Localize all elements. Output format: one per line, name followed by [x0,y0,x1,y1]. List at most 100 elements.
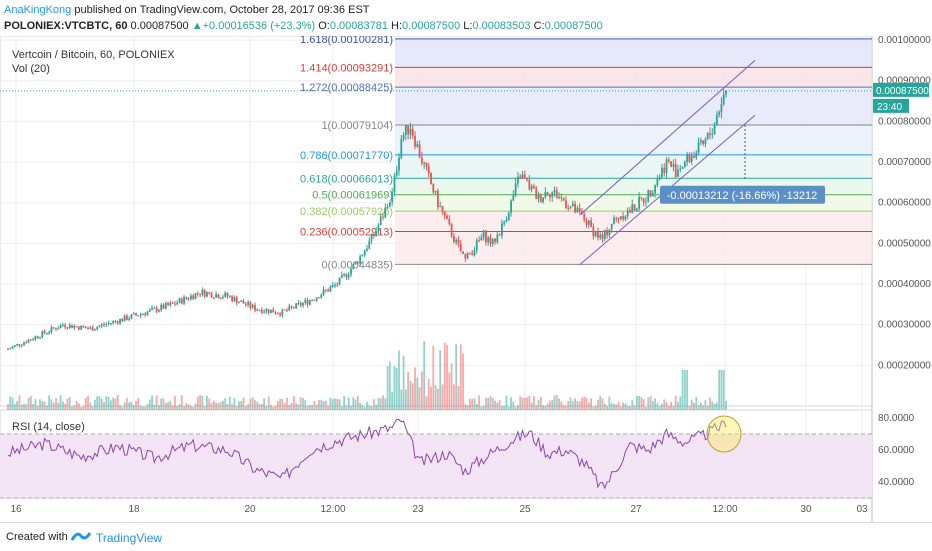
price-tick-label: 0.00030000 [878,320,931,331]
volume-bar [455,343,458,410]
volume-bar [722,370,725,410]
candle-body [75,326,78,328]
volume-bar [649,396,652,410]
volume-bar [192,406,195,410]
candle-body [633,204,636,211]
candle-body [496,234,499,243]
candle-body [404,124,407,135]
fib-zone [395,211,872,232]
candle-body [375,230,378,237]
candle-body [384,207,387,218]
price-tick-label: 0.00020000 [878,360,931,371]
volume-bar [384,398,387,410]
fib-level-label: 1(0.00079104) [321,120,393,132]
candle-body [535,188,538,199]
candle-body [450,224,453,237]
volume-bar [619,406,622,410]
volume-bar [674,395,677,410]
volume-bar [471,398,474,410]
candle-body [386,206,389,208]
volume-bar [473,398,476,410]
volume-bar [553,395,556,410]
candle-body [388,202,391,207]
candle-body [446,215,448,219]
volume-bar [50,399,53,410]
volume-bar [448,372,451,410]
fib-level-label: 1.272(0.00088425) [300,82,393,94]
candle-body [45,333,48,335]
volume-bar [254,399,256,410]
candle-body [336,284,339,286]
volume-bar [180,395,183,410]
volume-bar [324,400,327,410]
countdown-badge [873,98,909,113]
candle-body [574,203,576,213]
chart-canvas[interactable]: 1.618(0.00100281) 1.414(0.00093291) 1.272(… [0,36,932,522]
candle-body [590,220,592,227]
volume-bar [27,397,30,410]
candle-body [521,174,524,178]
volume-bar [535,404,538,410]
volume-bar [9,396,12,410]
candle-body [41,331,44,338]
volume-bar [299,397,302,410]
volume-bar [681,370,684,410]
volume-bar [539,396,542,410]
author-link[interactable]: AnaKingKong [4,4,72,16]
volume-bar [663,399,666,410]
fib-zone [395,38,872,68]
candle-body [194,293,197,299]
candle-body [699,140,702,143]
volume-bar [446,344,448,410]
candle-body [11,346,14,349]
volume-bar [393,366,396,410]
candle-body [329,287,332,292]
candle-body [391,191,394,203]
candle-body [267,309,270,313]
fib-level-label: 0.786(0.00071770) [300,150,393,162]
candle-body [286,310,288,312]
candle-body [36,336,39,338]
volume-bar [475,403,478,410]
candles [7,88,727,351]
volume-bar [238,401,240,410]
volume-bar [651,401,654,410]
volume-bar [116,395,119,410]
volume-bar [667,405,670,410]
candle-body [206,292,208,297]
measure-tool[interactable]: -0.00013212 (-16.66%) -13212 [660,125,825,204]
tradingview-brand-link[interactable]: TradingView [96,531,163,545]
candle-body [457,239,460,244]
volume-bar [704,400,707,410]
candle-body [725,90,727,95]
candle-body [153,307,156,309]
volume-bar [263,398,266,410]
volume-bar [702,405,705,410]
candle-body [585,219,588,225]
candle-body [400,138,403,158]
candle-body [672,164,675,167]
volume-bar [199,395,201,410]
candle-body [272,309,275,313]
candle-body [50,327,53,333]
candle-body [315,297,318,301]
volume-bar [565,405,567,410]
volume-bar [290,402,293,410]
volume-bar [64,403,67,410]
volume-bar [244,405,247,410]
candle-body [68,324,71,329]
volume-bar [409,380,412,410]
candle-body [318,297,320,299]
price-tick-label: 0.00090000 [878,76,931,87]
candle-body [430,173,432,185]
candle-body [617,218,620,220]
volume-bar [68,397,71,410]
volume-bar [443,342,446,410]
volume-bar [109,400,112,410]
candle-body [608,229,611,236]
candle-body [260,309,263,313]
candle-body [439,206,442,208]
candle-body [663,167,666,173]
candle-body [654,185,657,193]
volume-bar [178,404,181,410]
